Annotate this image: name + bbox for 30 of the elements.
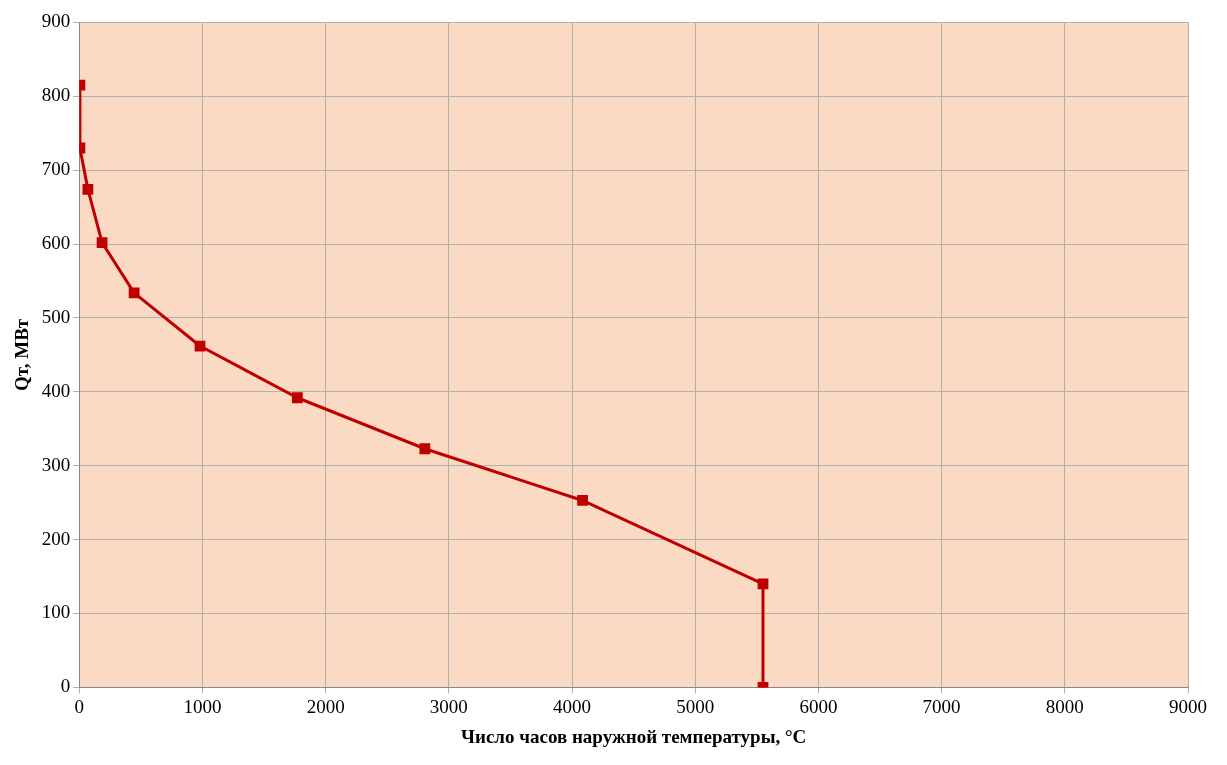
y-tick-label: 500 [41, 305, 71, 327]
point [577, 495, 588, 506]
x-axis-title: Число часов наружной температуры, °C [460, 725, 807, 747]
point [757, 578, 769, 590]
x-tick-label: 8000 [1045, 695, 1084, 717]
y-tick-label: 200 [41, 527, 71, 549]
point [194, 340, 206, 352]
y-tick-label: 100 [41, 601, 71, 623]
y-tick-label: 400 [41, 379, 71, 401]
x-tick-label: 3000 [429, 695, 468, 717]
x-tick-label: 9000 [1169, 695, 1207, 717]
point [291, 392, 303, 404]
point [128, 287, 140, 299]
y-tick-label: 700 [41, 158, 71, 180]
x-tick-label: 2000 [306, 695, 345, 717]
x-tick-label: 0 [74, 695, 85, 717]
point [96, 237, 108, 248]
x-tick-label: 1000 [183, 695, 222, 717]
y-tick-label: 900 [41, 10, 71, 32]
x-tick-label: 6000 [799, 695, 838, 717]
y-tick-label: 800 [41, 84, 71, 106]
x-tick-label: 5000 [676, 695, 715, 717]
x-tick-label: 7000 [922, 695, 961, 717]
point [82, 184, 94, 195]
point [419, 443, 431, 455]
x-tick-label: 4000 [553, 695, 592, 717]
y-tick-label: 0 [60, 675, 71, 697]
y-tick-label: 600 [41, 232, 71, 254]
y-axis-title: Qт, МВт [11, 318, 33, 391]
y-tick-label: 300 [41, 453, 71, 475]
